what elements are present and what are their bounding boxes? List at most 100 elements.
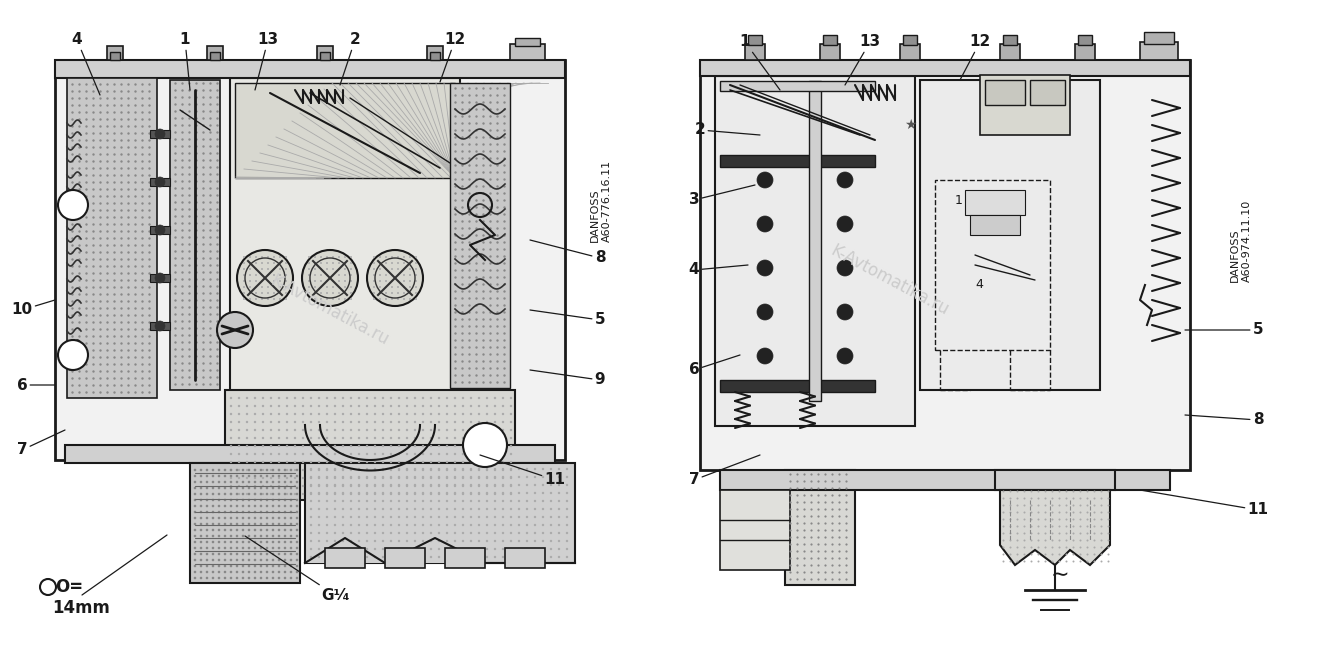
Circle shape [277,437,280,440]
Circle shape [309,493,312,495]
Circle shape [261,298,263,300]
Circle shape [237,485,240,487]
Circle shape [248,517,251,520]
Circle shape [461,484,464,486]
Circle shape [303,250,359,306]
Circle shape [113,154,116,155]
Circle shape [409,268,411,270]
Circle shape [181,257,184,260]
Circle shape [468,192,471,195]
Circle shape [229,493,232,495]
Circle shape [71,139,73,142]
Circle shape [1009,512,1012,514]
Circle shape [445,437,448,440]
Circle shape [455,241,457,243]
Text: 1: 1 [954,194,962,207]
Circle shape [429,532,432,534]
Circle shape [71,202,73,205]
Circle shape [493,453,496,455]
Circle shape [461,381,464,384]
Circle shape [216,110,219,113]
Circle shape [365,397,368,400]
Circle shape [381,484,384,486]
Circle shape [489,291,492,293]
Circle shape [277,481,280,483]
Circle shape [397,405,400,407]
Circle shape [289,546,292,549]
Circle shape [483,143,485,146]
Circle shape [496,312,499,314]
Circle shape [212,565,215,567]
Circle shape [92,216,95,218]
Circle shape [181,110,184,113]
Circle shape [455,171,457,174]
Circle shape [203,209,205,211]
Circle shape [120,265,123,268]
Circle shape [373,286,375,288]
Circle shape [79,125,81,128]
Circle shape [229,553,232,555]
Circle shape [148,265,151,268]
Circle shape [565,508,568,510]
Circle shape [217,546,220,549]
Circle shape [99,154,101,155]
Circle shape [284,535,287,537]
Circle shape [209,131,212,134]
Circle shape [381,493,384,495]
Circle shape [461,213,464,216]
Bar [445,548,485,568]
Bar [714,76,914,426]
Circle shape [79,279,81,281]
Circle shape [120,286,123,289]
Circle shape [468,354,471,356]
Circle shape [120,272,123,275]
Circle shape [127,202,129,205]
Circle shape [496,94,499,96]
Circle shape [141,195,144,197]
Circle shape [1002,539,1005,541]
Circle shape [461,185,464,188]
Circle shape [216,145,219,148]
Circle shape [236,517,239,520]
Circle shape [224,511,227,513]
Circle shape [99,202,101,205]
Circle shape [789,537,792,539]
Circle shape [272,546,275,549]
Circle shape [284,511,287,513]
Circle shape [200,468,203,471]
Circle shape [461,476,464,478]
Circle shape [445,540,448,543]
Circle shape [455,164,457,167]
Circle shape [71,384,73,386]
Circle shape [1080,518,1081,520]
Circle shape [461,312,464,314]
Circle shape [203,96,205,98]
Circle shape [205,487,208,489]
Circle shape [838,516,841,518]
Circle shape [509,523,512,526]
Circle shape [237,413,240,415]
Circle shape [315,286,316,288]
Circle shape [838,501,841,504]
Circle shape [845,508,848,510]
Circle shape [148,146,151,149]
Circle shape [489,94,492,96]
Circle shape [333,500,336,502]
Circle shape [216,285,219,288]
Circle shape [241,565,244,567]
Circle shape [437,453,440,455]
Circle shape [181,377,184,379]
Circle shape [277,405,280,407]
Circle shape [99,216,101,218]
Circle shape [120,258,123,260]
Circle shape [461,500,464,502]
Circle shape [71,237,73,239]
Circle shape [269,437,272,440]
Circle shape [209,209,212,211]
Circle shape [357,445,360,447]
Circle shape [273,268,275,270]
Circle shape [405,468,408,470]
Circle shape [389,397,392,400]
Circle shape [85,125,88,128]
Circle shape [385,286,387,288]
